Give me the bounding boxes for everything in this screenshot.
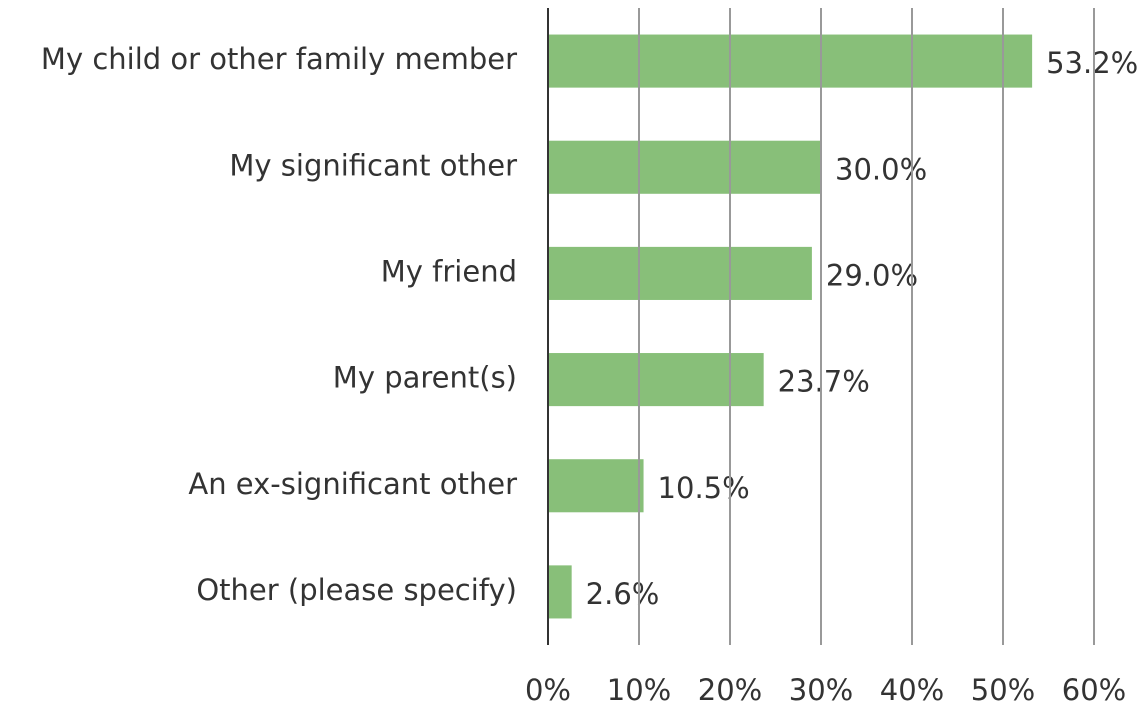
x-tick-label: 60%	[1062, 673, 1126, 707]
bar	[548, 140, 821, 194]
category-label: My child or other family member	[41, 42, 517, 76]
bar	[548, 565, 572, 619]
value-label: 2.6%	[586, 577, 660, 611]
x-tick-label: 50%	[971, 673, 1035, 707]
x-tick-label: 10%	[607, 673, 671, 707]
value-label: 23.7%	[778, 365, 870, 399]
x-tick-label: 30%	[789, 673, 853, 707]
category-label: My significant other	[229, 148, 517, 182]
bar	[548, 459, 644, 513]
value-label: 53.2%	[1046, 46, 1138, 80]
value-label: 10.5%	[658, 471, 750, 505]
value-label: 29.0%	[826, 258, 918, 292]
bar	[548, 246, 812, 300]
category-label: My parent(s)	[333, 361, 517, 395]
bar	[548, 353, 764, 407]
value-label: 30.0%	[835, 152, 927, 186]
bar	[548, 34, 1033, 88]
x-tick-label: 0%	[525, 673, 571, 707]
x-tick-label: 20%	[698, 673, 762, 707]
x-tick-label: 40%	[880, 673, 944, 707]
category-label: Other (please specify)	[196, 573, 517, 607]
category-label: An ex-significant other	[188, 467, 517, 501]
category-label: My friend	[381, 254, 517, 288]
